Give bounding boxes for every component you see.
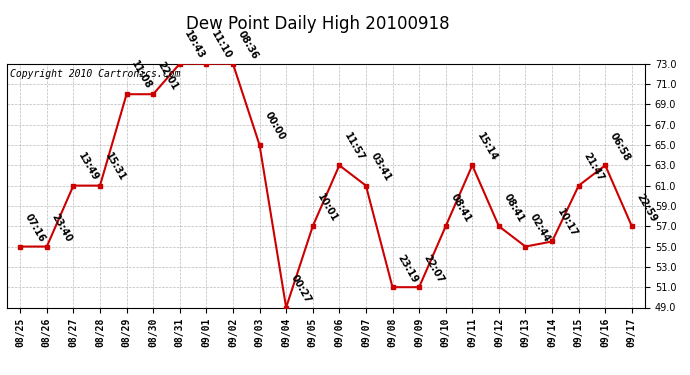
Text: 00:27: 00:27	[289, 273, 313, 305]
Text: 08:36: 08:36	[236, 29, 260, 61]
Text: 10:17: 10:17	[555, 207, 579, 239]
Text: 22:59: 22:59	[635, 192, 659, 224]
Text: 21:47: 21:47	[582, 151, 606, 183]
Text: 11:10: 11:10	[209, 29, 233, 61]
Text: 22:01: 22:01	[156, 60, 180, 92]
Text: 08:41: 08:41	[448, 192, 473, 224]
Text: 19:43: 19:43	[183, 29, 207, 61]
Text: 11:57: 11:57	[342, 131, 366, 162]
Text: 06:58: 06:58	[608, 130, 632, 162]
Text: 15:31: 15:31	[103, 151, 127, 183]
Text: 00:00: 00:00	[262, 110, 286, 142]
Text: 11:08: 11:08	[129, 60, 154, 92]
Text: 23:19: 23:19	[395, 253, 420, 284]
Text: Dew Point Daily High 20100918: Dew Point Daily High 20100918	[186, 15, 449, 33]
Text: Copyright 2010 Cartronics.com: Copyright 2010 Cartronics.com	[10, 69, 181, 79]
Text: 08:41: 08:41	[502, 192, 526, 224]
Text: 13:49: 13:49	[76, 151, 100, 183]
Text: 07:16: 07:16	[23, 212, 47, 244]
Text: 02:44: 02:44	[529, 212, 553, 244]
Text: 22:07: 22:07	[422, 253, 446, 284]
Text: 03:41: 03:41	[368, 151, 393, 183]
Text: 23:40: 23:40	[50, 212, 74, 244]
Text: 15:14: 15:14	[475, 131, 500, 162]
Text: 10:01: 10:01	[315, 192, 339, 224]
